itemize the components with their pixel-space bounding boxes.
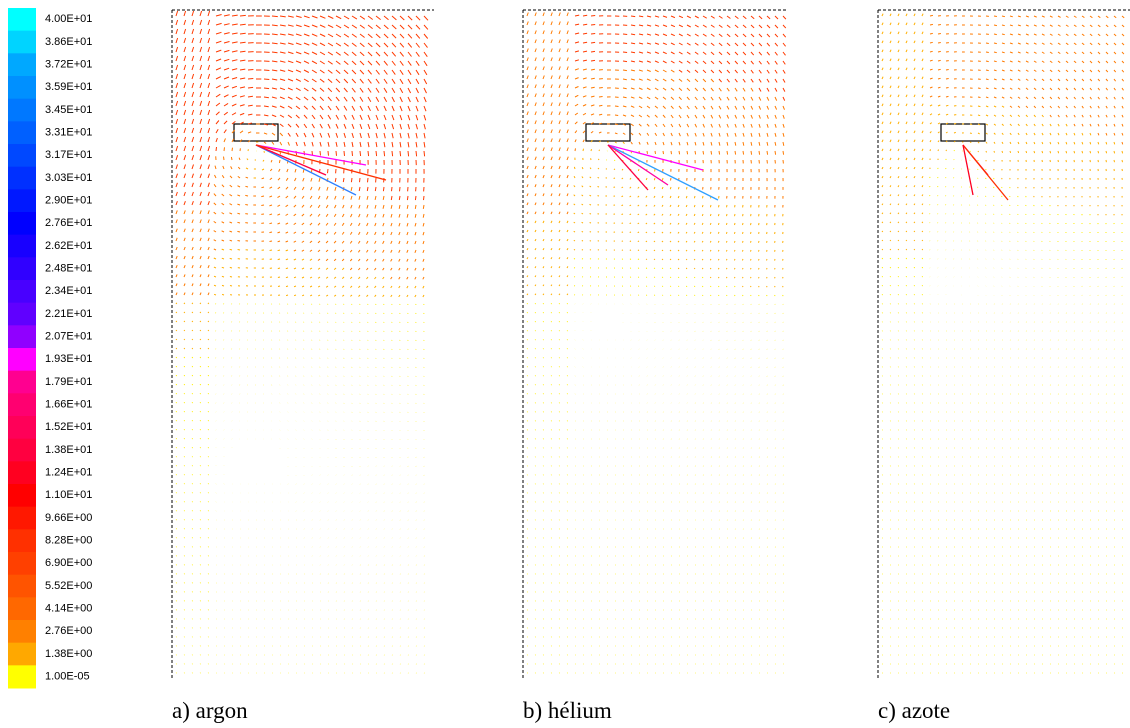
colorbar-label: 3.45E+01: [45, 104, 92, 116]
color-swatch: [8, 597, 36, 621]
color-swatch: [8, 257, 36, 281]
jet-vector: [255, 144, 327, 176]
jet-vector: [607, 144, 704, 171]
velocity-vectors: [929, 14, 1125, 145]
colorbar-label: 1.00E-05: [45, 671, 90, 683]
color-swatch: [8, 53, 36, 77]
color-swatch: [8, 642, 36, 666]
color-swatch: [8, 506, 36, 530]
velocity-vectors: [526, 12, 785, 215]
color-swatch: [8, 348, 36, 372]
colorbar-label: 1.79E+01: [45, 376, 92, 388]
colorbar-label: 2.90E+01: [45, 195, 92, 207]
colorbar-label: 1.66E+01: [45, 399, 92, 411]
colorbar-label: 3.86E+01: [45, 36, 92, 48]
colorbar-label: 2.21E+01: [45, 308, 92, 320]
colorbar-label: 3.17E+01: [45, 149, 92, 161]
color-swatch: [8, 302, 36, 326]
jet-vector: [255, 144, 357, 196]
colorbar-label: 2.62E+01: [45, 240, 92, 252]
colorbar-label: 1.10E+01: [45, 489, 92, 501]
color-swatch: [8, 552, 36, 576]
velocity-vectors: [574, 14, 787, 101]
color-swatch: [8, 529, 36, 553]
color-swatch: [8, 189, 36, 213]
jet-vector: [962, 144, 974, 196]
colorbar-label: 1.38E+01: [45, 444, 92, 456]
panel-caption: c) azote: [878, 698, 950, 723]
velocity-vectors: [526, 150, 784, 674]
colorbar-label: 3.31E+01: [45, 127, 92, 139]
velocity-vectors: [526, 139, 784, 296]
velocity-vectors: [175, 10, 429, 206]
color-swatch: [8, 370, 36, 394]
colorbar-label: 5.52E+00: [45, 580, 92, 592]
color-swatch: [8, 212, 36, 236]
color-swatch: [8, 8, 36, 32]
color-swatch: [8, 234, 36, 258]
colorbar-label: 4.14E+00: [45, 603, 92, 615]
jet-vector: [255, 144, 387, 181]
velocity-vectors: [175, 141, 425, 350]
colorbar-label: 2.48E+01: [45, 263, 92, 275]
jet-vector: [255, 144, 367, 166]
colorbar-label: 8.28E+00: [45, 535, 92, 547]
colorbar-label: 1.38E+00: [45, 648, 92, 660]
colorbar-label: 2.07E+01: [45, 331, 92, 343]
velocity-vectors: [881, 13, 1124, 251]
colorbar-label: 9.66E+00: [45, 512, 92, 524]
colorbar-label: 6.90E+00: [45, 557, 92, 569]
color-swatch: [8, 416, 36, 440]
color-swatch: [8, 574, 36, 598]
colorbar-label: 3.72E+01: [45, 59, 92, 71]
color-swatch: [8, 325, 36, 349]
panel-caption: a) argon: [172, 698, 248, 723]
jet-vector: [607, 144, 719, 201]
color-swatch: [8, 484, 36, 508]
color-swatch: [8, 665, 36, 689]
colorbar-label: 1.24E+01: [45, 467, 92, 479]
colorbar-label: 3.03E+01: [45, 172, 92, 184]
color-swatch: [8, 280, 36, 304]
color-swatch: [8, 30, 36, 54]
color-swatch: [8, 144, 36, 168]
velocity-vectors: [175, 123, 425, 296]
color-swatch: [8, 620, 36, 644]
colorbar-label: 1.52E+01: [45, 421, 92, 433]
color-swatch: [8, 98, 36, 122]
jet-vector: [607, 144, 649, 191]
panel-caption: b) hélium: [523, 698, 612, 723]
colorbar-label: 2.76E+01: [45, 217, 92, 229]
color-swatch: [8, 121, 36, 145]
colorbar-label: 3.59E+01: [45, 81, 92, 93]
jet-vector: [962, 144, 1009, 201]
color-swatch: [8, 393, 36, 417]
colorbar-label: 1.93E+01: [45, 353, 92, 365]
color-swatch: [8, 76, 36, 100]
velocity-vectors: [175, 150, 425, 674]
velocity-vectors: [881, 149, 1123, 674]
colorbar-label: 2.76E+00: [45, 625, 92, 637]
colorbar-label: 4.00E+01: [45, 13, 92, 25]
colorbar-label: 2.34E+01: [45, 285, 92, 297]
jet-vector: [607, 144, 669, 186]
color-swatch: [8, 438, 36, 462]
color-swatch: [8, 461, 36, 485]
color-swatch: [8, 166, 36, 190]
